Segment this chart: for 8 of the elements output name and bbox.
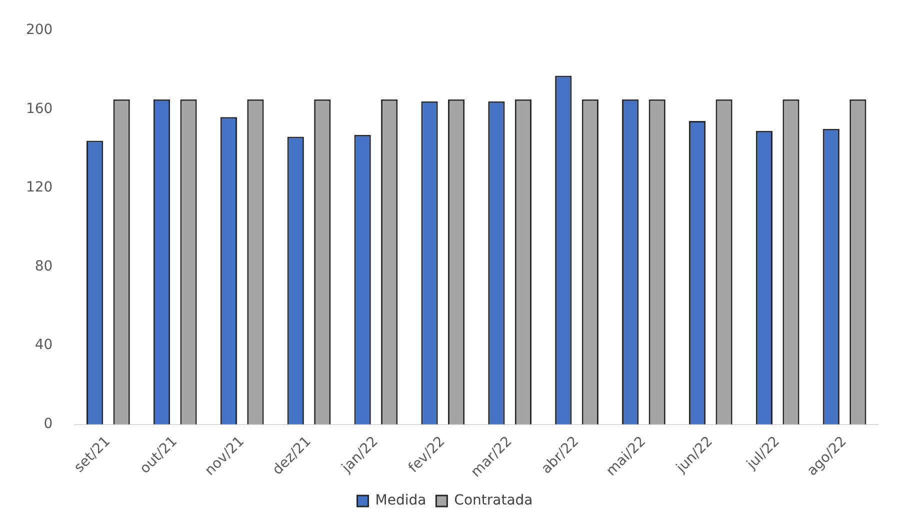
y-tick-label: 80 <box>34 258 53 274</box>
legend-label: Contratada <box>454 492 533 509</box>
legend-label: Medida <box>375 492 426 509</box>
y-tick-label: 120 <box>26 180 53 196</box>
y-tick-label: 0 <box>44 416 53 432</box>
y-tick-label: 200 <box>26 22 53 38</box>
y-tick-label: 160 <box>26 100 53 117</box>
y-tick-label: 40 <box>34 337 53 354</box>
